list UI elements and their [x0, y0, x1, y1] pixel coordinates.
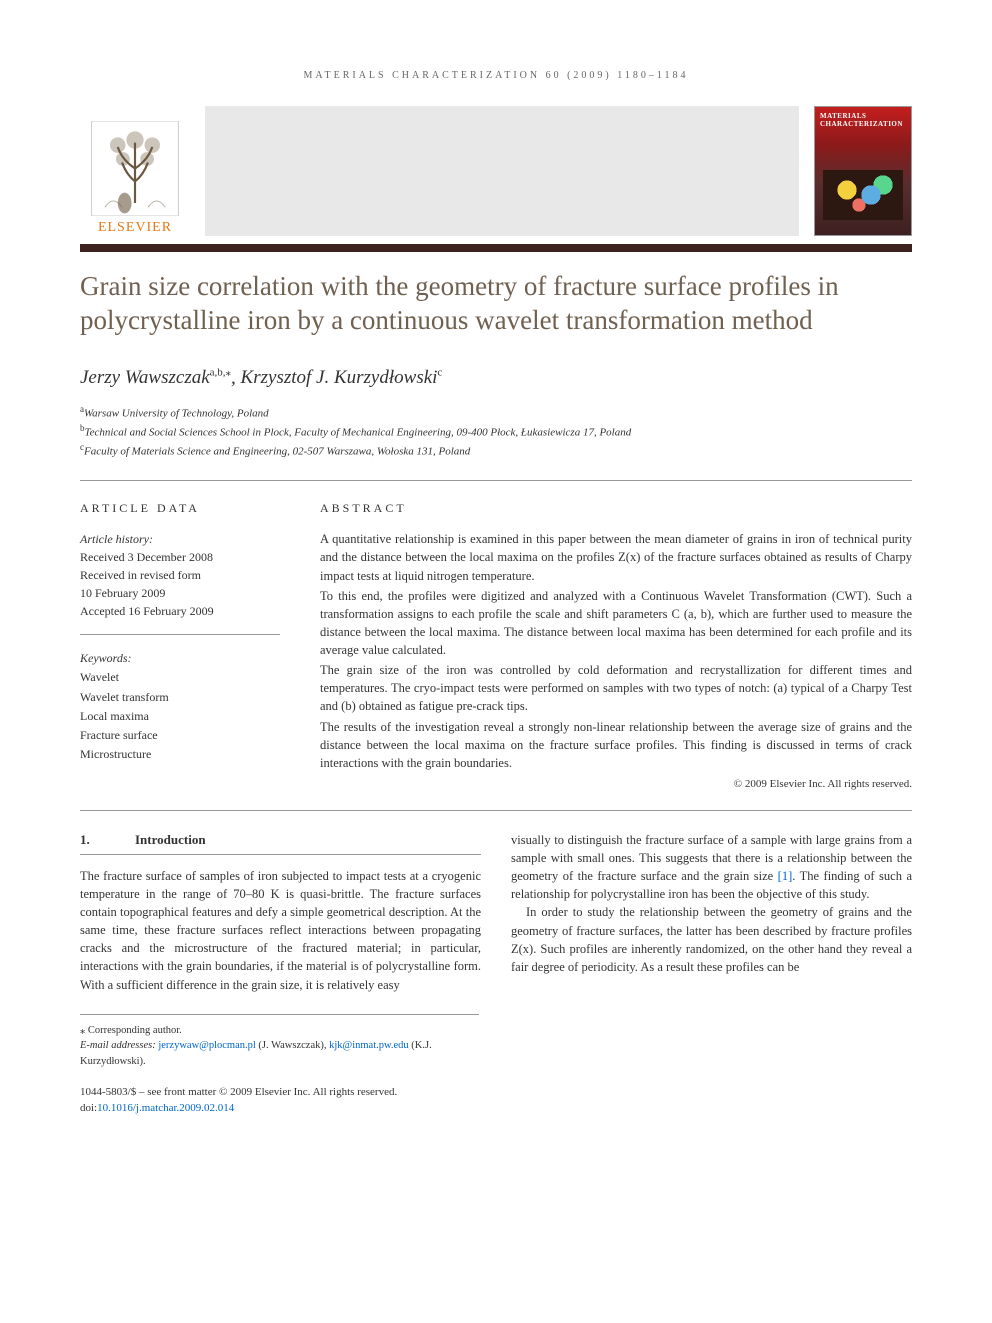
accent-bar — [80, 244, 912, 252]
body-p3: In order to study the relationship betwe… — [511, 903, 912, 976]
authors-line: Jerzy Wawszczaka,b,⁎, Krzysztof J. Kurzy… — [80, 366, 912, 389]
author-2: Krzysztof J. Kurzydłowskic — [241, 367, 443, 388]
journal-cover-art — [823, 170, 903, 220]
affiliation-a: aWarsaw University of Technology, Poland — [80, 403, 912, 422]
issn-line: 1044-5803/$ – see front matter © 2009 El… — [80, 1084, 912, 1101]
abstract-text: A quantitative relationship is examined … — [320, 530, 912, 772]
elsevier-tree-icon — [90, 121, 180, 216]
section-1-title: Introduction — [135, 832, 206, 847]
body-columns: 1.Introduction The fracture surface of s… — [80, 831, 912, 994]
footnotes: ⁎ Corresponding author. E-mail addresses… — [80, 1014, 479, 1070]
author-1: Jerzy Wawszczaka,b,⁎ — [80, 367, 231, 388]
abstract-label: ABSTRACT — [320, 501, 912, 516]
history-received: Received 3 December 2008 — [80, 548, 280, 566]
abstract-column: ABSTRACT A quantitative relationship is … — [320, 501, 912, 790]
article-data-column: ARTICLE DATA Article history: Received 3… — [80, 501, 280, 790]
header-grey-bar — [205, 106, 799, 236]
article-title: Grain size correlation with the geometry… — [80, 270, 912, 338]
abstract-p2: To this end, the profiles were digitized… — [320, 587, 912, 660]
body-p2: visually to distinguish the fracture sur… — [511, 831, 912, 904]
keyword-1: Wavelet — [80, 668, 280, 687]
abstract-p1: A quantitative relationship is examined … — [320, 530, 912, 584]
doi-line: doi:10.1016/j.matchar.2009.02.014 — [80, 1100, 912, 1117]
meta-row: ARTICLE DATA Article history: Received 3… — [80, 489, 912, 802]
history-accepted: Accepted 16 February 2009 — [80, 602, 280, 620]
section-1-heading: 1.Introduction — [80, 831, 481, 855]
doi-link[interactable]: 10.1016/j.matchar.2009.02.014 — [97, 1102, 234, 1114]
abstract-copyright: © 2009 Elsevier Inc. All rights reserved… — [320, 778, 912, 790]
body-column-left: 1.Introduction The fracture surface of s… — [80, 831, 481, 994]
divider-top — [80, 480, 912, 481]
email-link-1[interactable]: jerzywaw@plocman.pl — [158, 1040, 255, 1051]
publisher-logo: ELSEVIER — [80, 106, 190, 236]
running-header: MATERIALS CHARACTERIZATION 60 (2009) 118… — [80, 70, 912, 81]
article-history: Article history: Received 3 December 200… — [80, 530, 280, 635]
journal-cover: MATERIALS CHARACTERIZATION — [814, 106, 912, 236]
divider-bottom — [80, 810, 912, 811]
header-strip: ELSEVIER MATERIALS CHARACTERIZATION — [80, 106, 912, 236]
email-link-2[interactable]: kjk@inmat.pw.edu — [329, 1040, 409, 1051]
history-label: Article history: — [80, 530, 280, 548]
keyword-2: Wavelet transform — [80, 688, 280, 707]
keyword-5: Microstructure — [80, 745, 280, 764]
email-addresses: E-mail addresses: jerzywaw@plocman.pl (J… — [80, 1038, 479, 1070]
citation-link-1[interactable]: [1] — [778, 869, 793, 883]
corresponding-author-note: ⁎ Corresponding author. — [80, 1023, 479, 1039]
affiliations: aWarsaw University of Technology, Poland… — [80, 403, 912, 460]
keyword-3: Local maxima — [80, 707, 280, 726]
affiliation-b: bTechnical and Social Sciences School in… — [80, 422, 912, 441]
abstract-p3: The grain size of the iron was controlle… — [320, 661, 912, 715]
abstract-p4: The results of the investigation reveal … — [320, 718, 912, 772]
body-p1: The fracture surface of samples of iron … — [80, 867, 481, 994]
body-column-right: visually to distinguish the fracture sur… — [511, 831, 912, 994]
article-data-label: ARTICLE DATA — [80, 501, 280, 516]
history-revised-2: 10 February 2009 — [80, 584, 280, 602]
keyword-4: Fracture surface — [80, 726, 280, 745]
keywords-label: Keywords: — [80, 649, 280, 668]
publisher-name: ELSEVIER — [98, 220, 172, 236]
history-revised-1: Received in revised form — [80, 566, 280, 584]
keywords-block: Keywords: Wavelet Wavelet transform Loca… — [80, 649, 280, 764]
bottom-info: 1044-5803/$ – see front matter © 2009 El… — [80, 1084, 912, 1117]
affiliation-c: cFaculty of Materials Science and Engine… — [80, 441, 912, 460]
section-1-number: 1. — [80, 831, 135, 850]
journal-cover-title: MATERIALS CHARACTERIZATION — [820, 112, 906, 128]
